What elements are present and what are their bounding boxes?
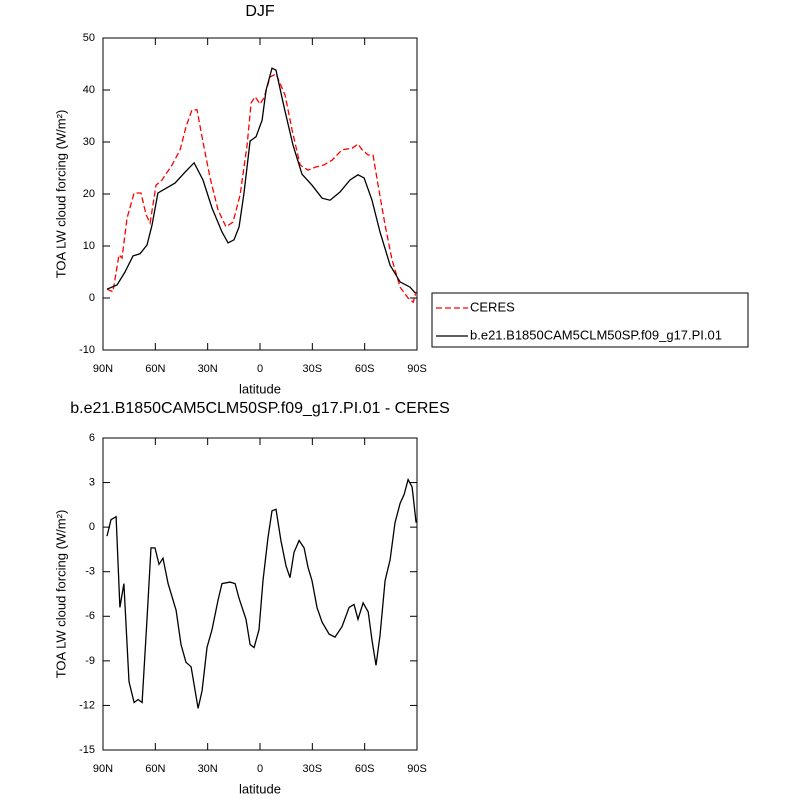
x-tick-label: 0 [257, 763, 263, 775]
y-tick-label: 10 [83, 240, 95, 252]
y-tick-label: 50 [83, 32, 95, 44]
plot-frame [102, 437, 418, 751]
x-tick-label: 90S [407, 763, 427, 775]
x-axis-label: latitude [239, 381, 281, 396]
data-line [106, 477, 417, 709]
x-tick-label: 60N [145, 763, 165, 775]
y-tick-label: 20 [83, 188, 95, 200]
plot-frame [102, 37, 418, 351]
chart-title: DJF [245, 3, 275, 20]
x-tick-label: 0 [257, 363, 263, 375]
x-axis-label: latitude [239, 781, 281, 796]
legend-box [431, 292, 749, 348]
x-tick-label: 60S [355, 363, 375, 375]
x-tick-label: 30N [198, 763, 218, 775]
y-tick-label: -3 [85, 566, 95, 578]
x-tick-label: 90N [93, 763, 113, 775]
y-axis-label: TOA LW cloud forcing (W/m²) [53, 110, 68, 279]
y-tick-label: 3 [89, 476, 95, 488]
y-axis-label: TOA LW cloud forcing (W/m²) [53, 510, 68, 679]
x-tick-label: 90S [407, 363, 427, 375]
x-tick-label: 90N [93, 363, 113, 375]
y-tick-label: -12 [79, 699, 95, 711]
y-tick-label: -15 [79, 744, 95, 756]
chart-title: b.e21.B1850CAM5CLM50SP.f09_g17.PI.01 - C… [70, 400, 450, 417]
y-tick-label: 30 [83, 136, 95, 148]
x-tick-label: 30S [303, 363, 323, 375]
x-tick-label: 30N [198, 363, 218, 375]
x-tick-label: 60S [355, 763, 375, 775]
data-line [106, 72, 417, 304]
y-tick-label: -6 [85, 610, 95, 622]
legend-label: CERES [470, 299, 515, 314]
y-tick-label: 40 [83, 84, 95, 96]
x-tick-label: 60N [145, 363, 165, 375]
y-tick-label: 0 [89, 521, 95, 533]
data-line [106, 67, 416, 294]
legend-label: b.e21.B1850CAM5CLM50SP.f09_g17.PI.01 [470, 327, 722, 342]
x-tick-label: 30S [303, 763, 323, 775]
y-tick-label: 6 [89, 432, 95, 444]
y-tick-label: -9 [85, 655, 95, 667]
y-tick-label: 0 [89, 292, 95, 304]
y-tick-label: -10 [79, 344, 95, 356]
